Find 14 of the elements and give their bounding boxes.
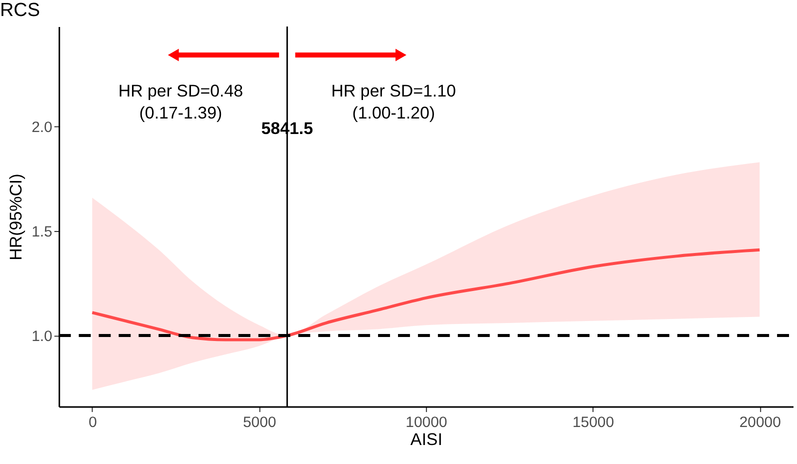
x-tick-label: 0 — [88, 414, 97, 431]
x-tick-label: 5000 — [242, 414, 276, 431]
chart-title: RCS — [0, 0, 40, 21]
x-tick-label: 15000 — [572, 414, 614, 431]
annotation: HR per SD=1.10 (1.00-1.20) — [331, 81, 456, 122]
y-tick-label: 2.0 — [32, 119, 52, 136]
y-tick-label: 1.0 — [32, 328, 52, 346]
y-tick-label: 1.5 — [32, 224, 52, 241]
x-axis-title: AISI — [410, 430, 442, 449]
annotation: HR per SD=0.48 (0.17-1.39) — [118, 81, 244, 122]
x-tick-label: 10000 — [406, 414, 448, 431]
line-series — [90, 248, 762, 342]
x-tick-label: 20000 — [739, 414, 781, 431]
y-axis-title: HR(95%CI) — [6, 174, 26, 260]
